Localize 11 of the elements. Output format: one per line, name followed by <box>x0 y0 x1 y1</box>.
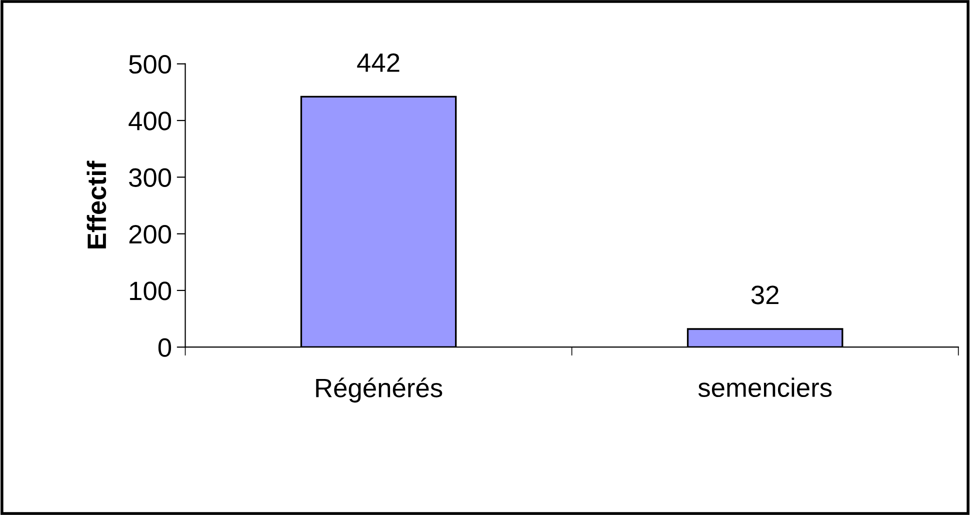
y-tick-label: 0 <box>158 338 172 357</box>
x-tick-label: semenciers <box>698 378 832 398</box>
y-tick-label: 100 <box>130 282 172 300</box>
data-label: 442 <box>357 53 400 72</box>
y-tick-label: 500 <box>129 54 172 74</box>
y-tick-label: 300 <box>129 168 172 187</box>
x-tick-label: Régénérés <box>316 378 442 403</box>
y-tick-label: 400 <box>128 112 172 130</box>
data-label: 32 <box>751 286 778 304</box>
y-tick-label: 200 <box>129 224 172 244</box>
y-axis-title: Effectif <box>86 160 106 248</box>
